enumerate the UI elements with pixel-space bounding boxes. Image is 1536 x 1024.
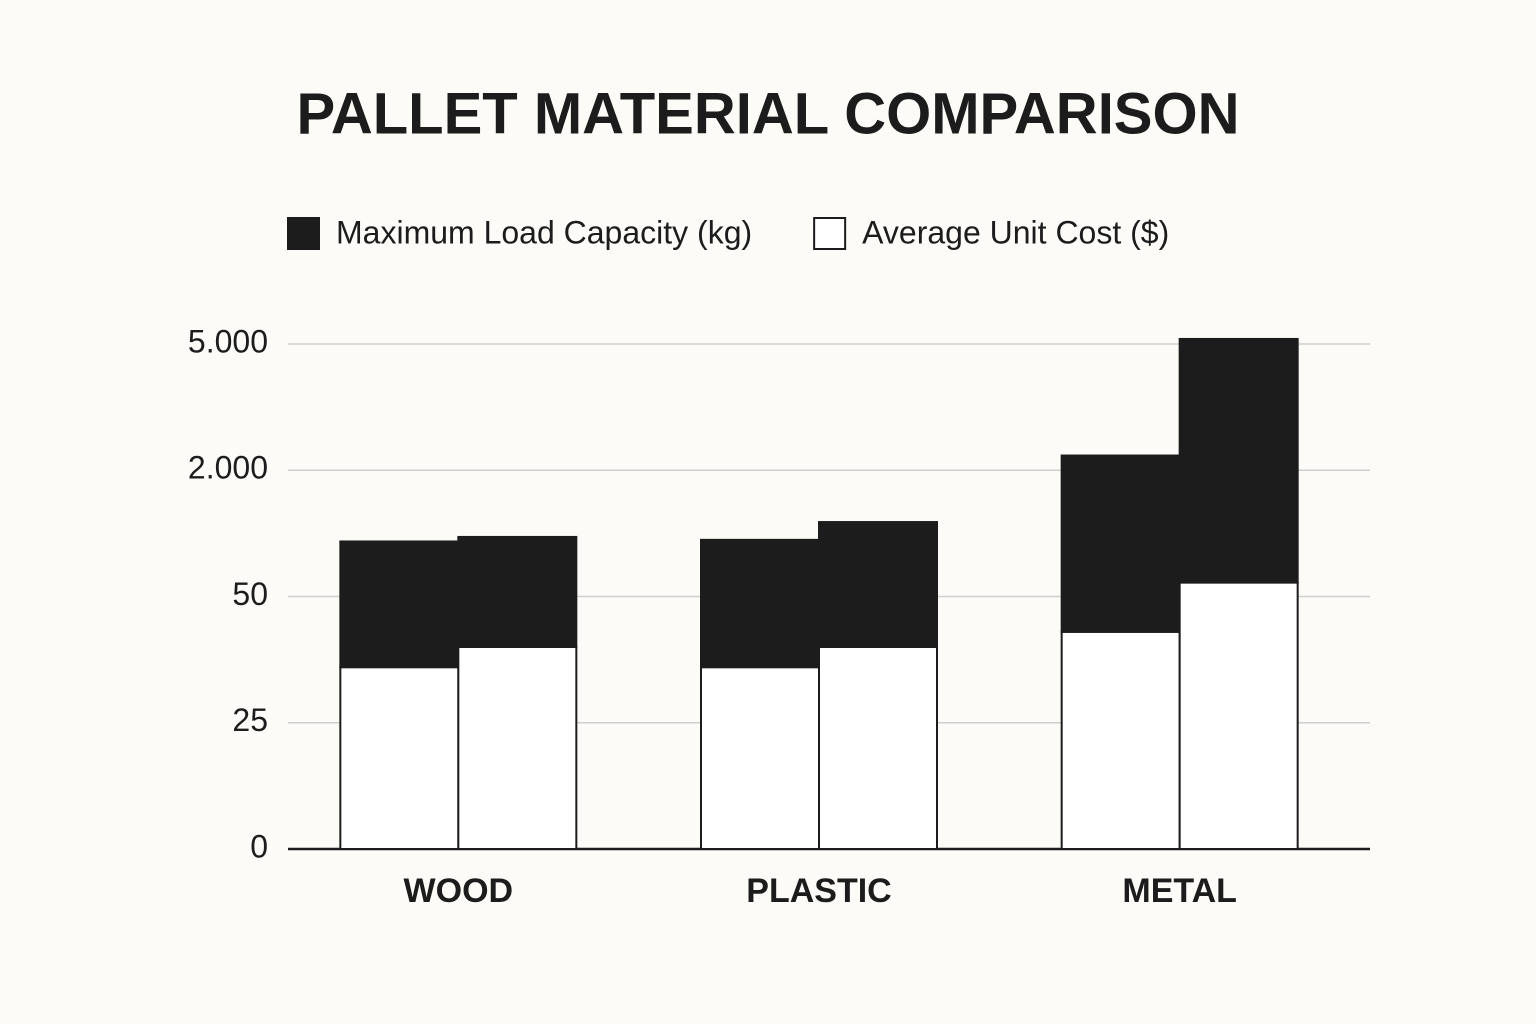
x-tick-label: PLASTIC	[746, 872, 891, 910]
x-tick-label: WOOD	[404, 872, 514, 910]
bar-segment	[457, 646, 578, 850]
legend-label: Average Unit Cost ($)	[862, 214, 1169, 250]
bar-segment	[700, 538, 820, 669]
y-tick-label: 0	[250, 828, 268, 864]
bar-segment	[1178, 337, 1299, 584]
bar-segment	[457, 535, 578, 649]
bar-segment	[339, 540, 460, 669]
chart-title: PALLET MATERIAL COMPARISON	[296, 81, 1239, 146]
legend-label: Maximum Load Capacity (kg)	[336, 214, 752, 250]
legend-swatch	[813, 217, 847, 250]
y-tick-label: 2.000	[188, 450, 268, 486]
legend-swatch	[287, 217, 320, 250]
bar-segment	[700, 666, 820, 851]
bar-segment	[818, 521, 938, 648]
bar-segment	[1060, 454, 1181, 633]
y-tick-label: 25	[232, 702, 268, 738]
y-tick-label: 5.000	[188, 323, 268, 359]
y-tick-label: 50	[232, 576, 268, 612]
bar-segment	[339, 666, 460, 851]
x-tick-label: METAL	[1122, 872, 1237, 910]
bar-segment	[1178, 581, 1299, 850]
bar-segment	[1060, 630, 1181, 850]
bar-segment	[818, 646, 938, 850]
